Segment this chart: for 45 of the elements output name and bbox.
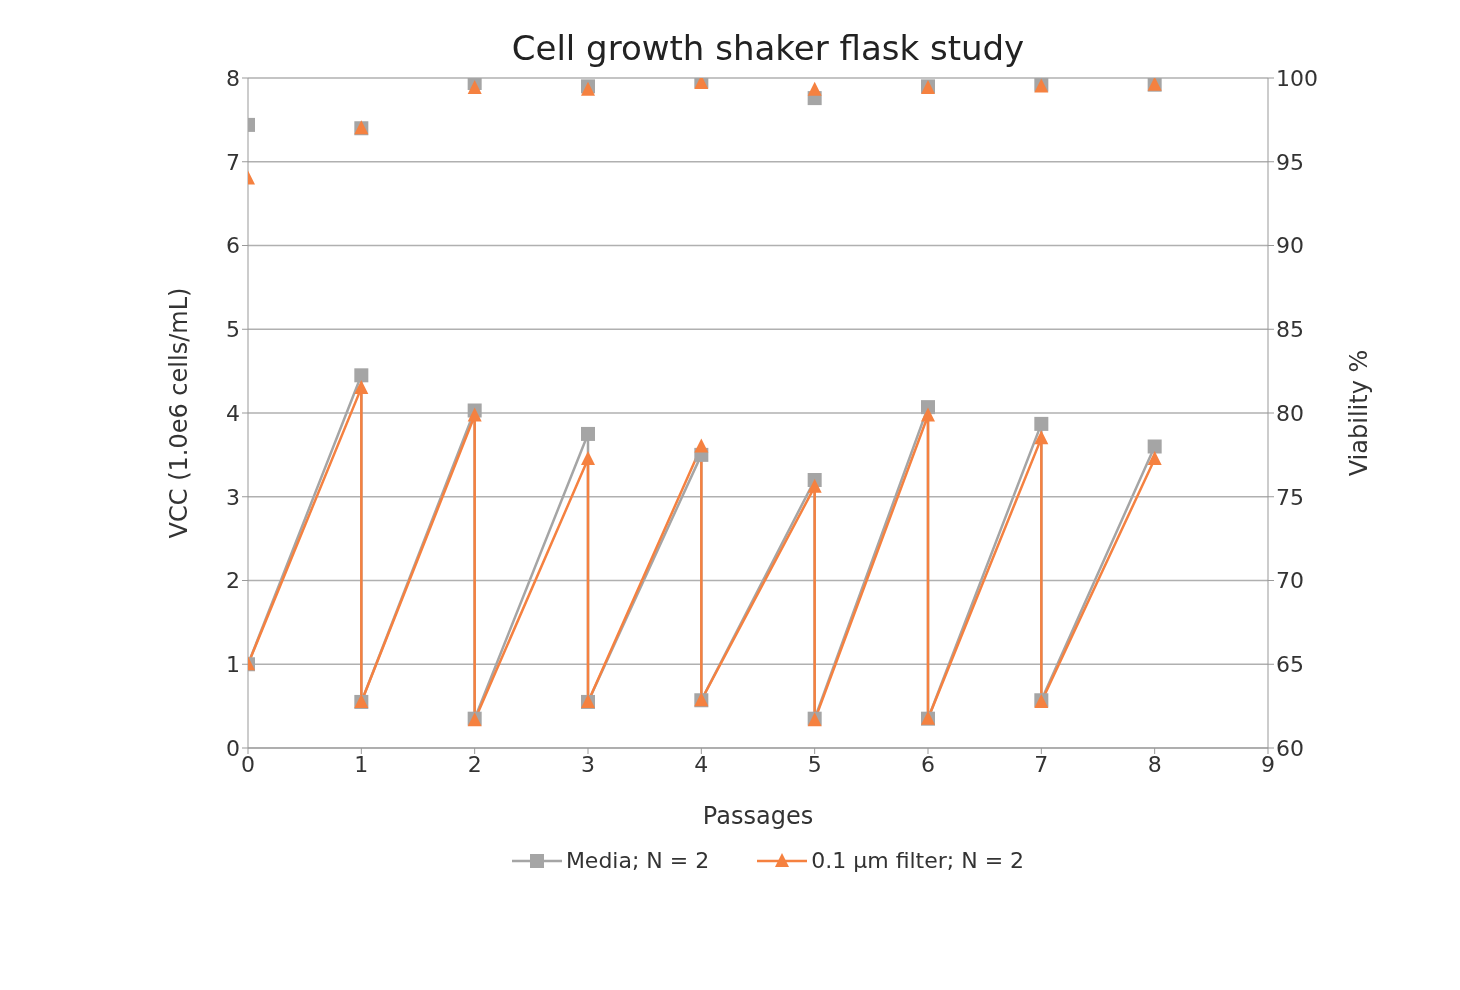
- y2-tick-label: 95: [1276, 149, 1304, 175]
- x-tick-label: 8: [1147, 751, 1162, 777]
- y-tick-label: 7: [226, 149, 240, 175]
- y-tick-label: 1: [226, 652, 240, 678]
- point: [807, 478, 822, 493]
- point: [354, 368, 369, 383]
- x-tick-label: 5: [807, 751, 822, 777]
- point: [1147, 439, 1162, 454]
- y-tick-label: 0: [226, 735, 240, 761]
- point: [1034, 430, 1049, 445]
- point: [694, 438, 709, 453]
- y2-axis-title: Viability %: [1344, 349, 1373, 477]
- y2-tick-label: 70: [1276, 568, 1304, 594]
- legend-label: Media; N = 2: [565, 848, 710, 873]
- y-tick-label: 8: [226, 65, 240, 91]
- x-tick-label: 6: [921, 751, 935, 777]
- y2-tick-label: 75: [1276, 484, 1304, 510]
- x-tick-label: 2: [467, 751, 482, 777]
- point: [581, 451, 595, 466]
- y-axis-title: VCC (1.0e6 cells/mL): [164, 287, 193, 539]
- point: [581, 426, 595, 441]
- y2-tick-label: 100: [1276, 65, 1318, 91]
- y2-tick-label: 65: [1276, 652, 1304, 678]
- x-tick-label: 1: [354, 751, 369, 777]
- x-tick-label: 4: [694, 751, 709, 777]
- x-axis-title: Passages: [702, 802, 814, 830]
- point: [1034, 416, 1049, 431]
- point: [354, 379, 369, 394]
- chart-title: Cell growth shaker flask study: [511, 28, 1025, 68]
- y-tick-label: 4: [226, 400, 240, 426]
- y2-tick-label: 90: [1276, 233, 1304, 259]
- x-tick-label: 9: [1261, 751, 1275, 777]
- y-tick-label: 3: [226, 484, 240, 510]
- point: [921, 407, 935, 422]
- point: [467, 407, 482, 422]
- y-tick-label: 6: [226, 233, 240, 259]
- y-tick-label: 5: [226, 317, 240, 343]
- x-tick-label: 7: [1034, 751, 1049, 777]
- y2-tick-label: 85: [1276, 317, 1304, 343]
- x-tick-label: 3: [581, 751, 595, 777]
- y2-tick-label: 60: [1276, 735, 1304, 761]
- y-tick-label: 2: [226, 568, 240, 594]
- legend-label: 0.1 µm filter; N = 2: [811, 848, 1025, 873]
- point: [1147, 451, 1162, 466]
- y2-tick-label: 80: [1276, 400, 1304, 426]
